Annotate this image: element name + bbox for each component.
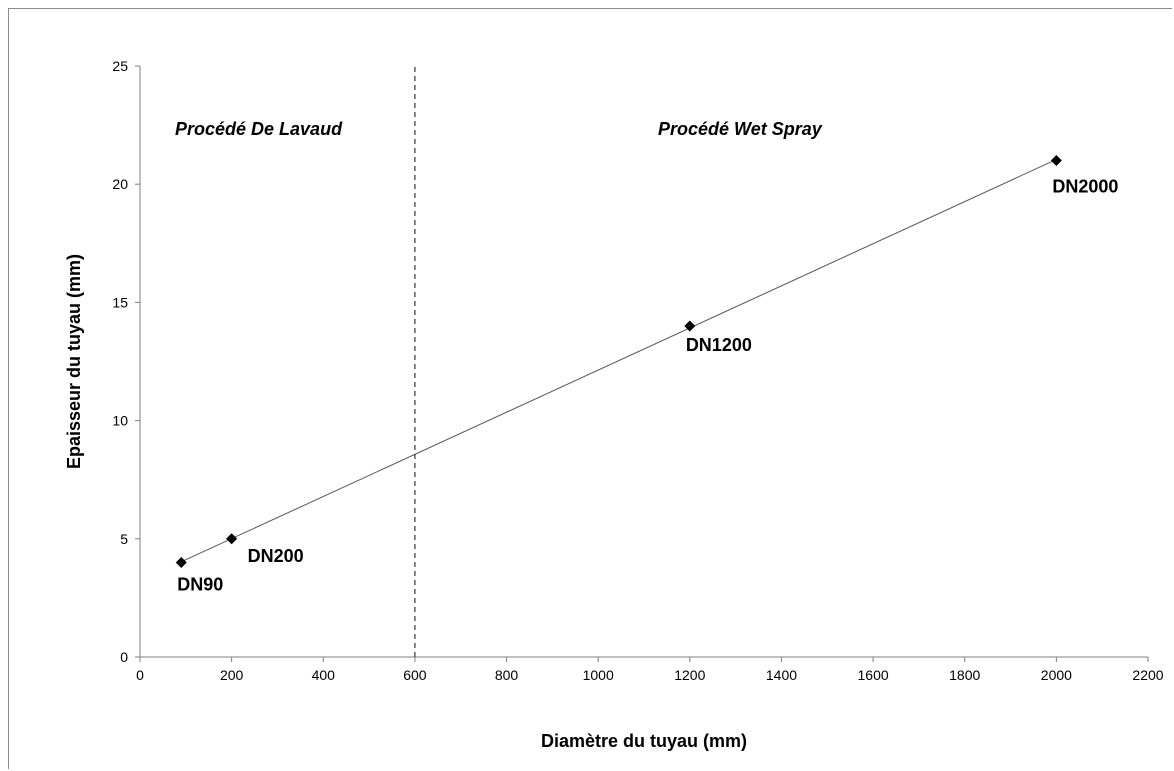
point-label-dn200: DN200 <box>248 546 304 566</box>
region-label-de-lavaud: Procédé De Lavaud <box>175 119 343 139</box>
x-tick-label: 1200 <box>674 667 705 683</box>
y-tick-label: 15 <box>112 294 128 310</box>
y-tick-label: 5 <box>120 531 128 547</box>
point-label-dn2000: DN2000 <box>1052 177 1118 197</box>
data-point-dn90 <box>175 556 187 568</box>
x-tick-label: 1800 <box>949 667 980 683</box>
x-tick-label: 2000 <box>1041 667 1072 683</box>
x-tick-label: 800 <box>495 667 519 683</box>
x-tick-label: 1600 <box>858 667 889 683</box>
y-tick-label: 0 <box>120 649 128 665</box>
trendline <box>181 158 1057 563</box>
x-tick-label: 1400 <box>766 667 797 683</box>
x-tick-label: 600 <box>403 667 427 683</box>
annotations: Procédé De Lavaud Procédé Wet Spray <box>175 66 823 657</box>
chart-frame <box>8 8 1172 769</box>
x-tick-label: 2200 <box>1132 667 1163 683</box>
x-tick-label: 200 <box>220 667 244 683</box>
x-tick-label: 1000 <box>583 667 614 683</box>
x-axis-title: Diamètre du tuyau (mm) <box>541 731 747 751</box>
region-label-wet-spray: Procédé Wet Spray <box>658 119 823 139</box>
x-tick-label: 0 <box>136 667 144 683</box>
data-points <box>175 155 1062 568</box>
point-label-dn90: DN90 <box>177 574 223 594</box>
trendline-group <box>181 158 1057 563</box>
data-point-dn2000 <box>1050 155 1062 167</box>
y-axis-title: Epaisseur du tuyau (mm) <box>64 254 84 469</box>
y-tick-label: 25 <box>112 58 128 74</box>
data-point-dn200 <box>226 533 238 545</box>
data-point-dn1200 <box>684 320 696 332</box>
point-label-dn1200: DN1200 <box>686 335 752 355</box>
y-tick-label: 10 <box>112 413 128 429</box>
axes: 0 200 400 600 800 1000 1200 1400 1600 1800 2000 220… <box>112 58 1163 683</box>
y-tick-label: 20 <box>112 176 128 192</box>
point-labels: DN90 DN200 DN1200 DN2000 <box>177 177 1118 595</box>
x-tick-label: 400 <box>312 667 336 683</box>
